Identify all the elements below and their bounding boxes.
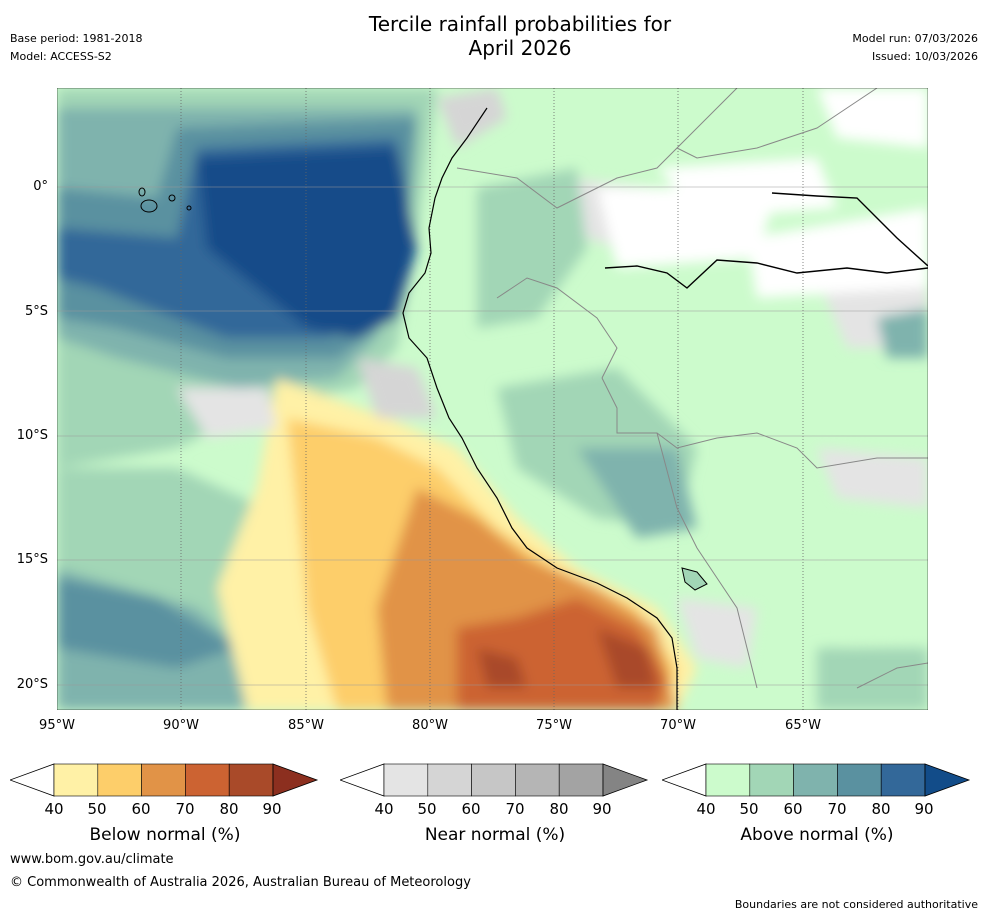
lon-label-65w: 65°W bbox=[785, 718, 821, 733]
legend-tick: 80 bbox=[219, 800, 239, 818]
legend-tick: 90 bbox=[262, 800, 282, 818]
meta-left: Base period: 1981-2018 Model: ACCESS-S2 bbox=[10, 30, 142, 66]
legend-extend-high bbox=[924, 763, 971, 797]
legend-tick: 60 bbox=[461, 800, 481, 818]
legend-tick: 70 bbox=[505, 800, 525, 818]
legend-swatch bbox=[141, 763, 186, 797]
title-line-2: April 2026 bbox=[468, 36, 572, 60]
legend-tick: 60 bbox=[131, 800, 151, 818]
legend-swatch bbox=[749, 763, 794, 797]
legend-tick: 80 bbox=[871, 800, 891, 818]
colorbar-above bbox=[662, 763, 971, 797]
lon-label-90w: 90°W bbox=[163, 718, 199, 733]
legend-extend-high bbox=[602, 763, 649, 797]
forecast-map bbox=[57, 88, 928, 710]
legend-swatch bbox=[383, 763, 429, 797]
legend-swatch bbox=[558, 763, 604, 797]
legend-tick: 70 bbox=[827, 800, 847, 818]
legend-below-normal: 40 50 60 70 80 90 Below normal (%) bbox=[10, 760, 320, 850]
legend-caption-below: Below normal (%) bbox=[89, 825, 241, 845]
legend-tick: 80 bbox=[549, 800, 569, 818]
lon-label-80w: 80°W bbox=[412, 718, 448, 733]
latitude-lines bbox=[57, 186, 928, 686]
lat-label-0: 0° bbox=[33, 179, 48, 194]
lon-label-85w: 85°W bbox=[288, 718, 324, 733]
legend-near-normal: 40 50 60 70 80 90 Near normal (%) bbox=[340, 760, 650, 850]
legend-swatch bbox=[837, 763, 882, 797]
legend-extend-low bbox=[10, 763, 55, 797]
legend-above-normal: 40 50 60 70 80 90 Above normal (%) bbox=[662, 760, 972, 850]
legend-caption-near: Near normal (%) bbox=[424, 825, 566, 845]
legend-extend-low bbox=[340, 763, 385, 797]
model-name: Model: ACCESS-S2 bbox=[10, 50, 112, 63]
legend-swatch bbox=[515, 763, 560, 797]
legend-tick: 40 bbox=[374, 800, 394, 818]
legend-swatch bbox=[705, 763, 751, 797]
probability-fields bbox=[57, 88, 928, 710]
lon-label-95w: 95°W bbox=[39, 718, 75, 733]
lake-titicaca bbox=[681, 567, 708, 591]
issued-date: Issued: 10/03/2026 bbox=[871, 50, 978, 63]
amazon-river bbox=[604, 259, 928, 289]
lat-label-15s: 15°S bbox=[16, 552, 48, 567]
legend-tick: 90 bbox=[914, 800, 934, 818]
title-line-1: Tercile rainfall probabilities for bbox=[368, 12, 672, 36]
legend-tick: 50 bbox=[417, 800, 437, 818]
legend-tick: 90 bbox=[592, 800, 612, 818]
legend-extend-high bbox=[272, 763, 319, 797]
coastline bbox=[402, 107, 678, 710]
copyright-text: © Commonwealth of Australia 2026, Austra… bbox=[10, 875, 471, 890]
base-period: Base period: 1981-2018 bbox=[10, 32, 143, 45]
map-title: Tercile rainfall probabilities for April… bbox=[0, 12, 988, 60]
lat-label-20s: 20°S bbox=[16, 677, 48, 692]
disclaimer-text: Boundaries are not considered authoritat… bbox=[734, 898, 978, 911]
legend-swatch bbox=[793, 763, 838, 797]
legend-extend-low bbox=[662, 763, 707, 797]
legend-swatch bbox=[97, 763, 142, 797]
rio-negro bbox=[771, 192, 928, 267]
legend-swatch bbox=[53, 763, 99, 797]
meta-right: Model run: 07/03/2026 Issued: 10/03/2026 bbox=[852, 30, 978, 66]
website-link[interactable]: www.bom.gov.au/climate bbox=[10, 852, 174, 867]
lat-label-5s: 5°S bbox=[24, 304, 48, 319]
legend-swatch bbox=[880, 763, 926, 797]
country-borders bbox=[456, 88, 928, 689]
legend-swatch bbox=[471, 763, 516, 797]
lat-label-10s: 10°S bbox=[16, 428, 48, 443]
model-run: Model run: 07/03/2026 bbox=[852, 32, 978, 45]
legend-tick: 60 bbox=[783, 800, 803, 818]
legend-swatch bbox=[427, 763, 472, 797]
legend-tick: 50 bbox=[739, 800, 759, 818]
lon-label-75w: 75°W bbox=[536, 718, 572, 733]
lon-label-70w: 70°W bbox=[660, 718, 696, 733]
colorbar-below bbox=[10, 763, 319, 797]
legend-tick: 40 bbox=[44, 800, 64, 818]
legend-tick: 40 bbox=[696, 800, 716, 818]
legend-caption-above: Above normal (%) bbox=[740, 825, 894, 845]
galapagos-islands bbox=[138, 187, 192, 213]
legend-swatch bbox=[228, 763, 274, 797]
legend-tick: 70 bbox=[175, 800, 195, 818]
colorbar-near bbox=[340, 763, 649, 797]
map-graphic bbox=[57, 88, 928, 710]
legend-swatch bbox=[185, 763, 230, 797]
legend-tick: 50 bbox=[87, 800, 107, 818]
